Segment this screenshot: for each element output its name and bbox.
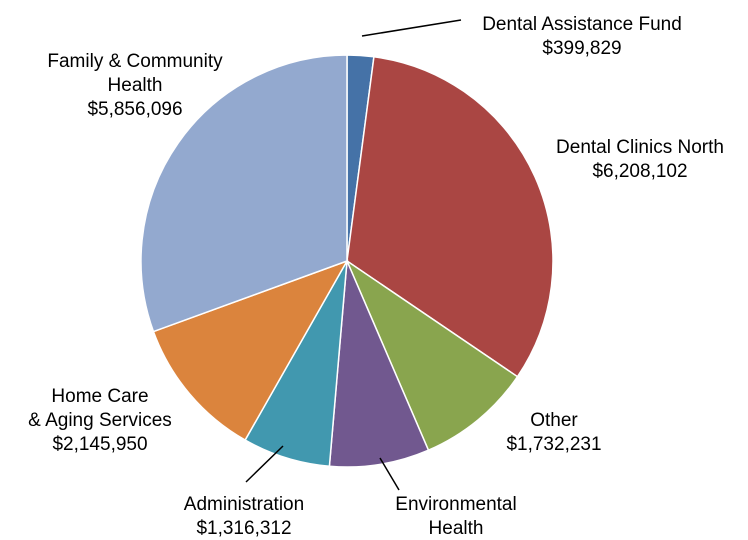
label-line: $1,732,231 bbox=[506, 434, 601, 455]
label-line: $6,208,102 bbox=[592, 161, 687, 182]
slice-other bbox=[345, 258, 519, 452]
label-environmental-health: Environmental Health bbox=[395, 494, 516, 539]
label-line: Other bbox=[530, 410, 578, 431]
label-line: Family & Community bbox=[47, 51, 223, 72]
label-dental-assistance-fund: Dental Assistance Fund $399,829 bbox=[482, 14, 682, 59]
label-line: Dental Assistance Fund bbox=[482, 14, 682, 35]
slice-home-care-and-aging-services bbox=[152, 259, 349, 442]
label-line: $2,145,950 bbox=[52, 434, 147, 455]
label-dental-clinics-north: Dental Clinics North $6,208,102 bbox=[556, 137, 724, 182]
label-home-care-and-aging-services: Home Care & Aging Services $2,145,950 bbox=[28, 386, 172, 455]
label-line: $399,829 bbox=[542, 38, 621, 59]
label-line: Dental Clinics North bbox=[556, 137, 724, 158]
label-line: Health bbox=[108, 75, 163, 96]
leader-line-dental-assistance-fund bbox=[361, 19, 462, 37]
label-family-and-community-health: Family & Community Health $5,856,096 bbox=[47, 51, 223, 120]
label-line: $1,316,312 bbox=[196, 518, 291, 539]
label-line: Home Care bbox=[51, 386, 148, 407]
pie-slices bbox=[140, 54, 554, 468]
label-line: Health bbox=[429, 518, 484, 539]
label-line: Environmental bbox=[395, 494, 516, 515]
slice-environmental-health bbox=[328, 260, 430, 468]
slice-dental-clinics-north bbox=[346, 55, 554, 378]
leader-line-administration bbox=[245, 445, 284, 483]
label-other: Other $1,732,231 bbox=[506, 410, 601, 455]
leader-lines bbox=[245, 19, 462, 491]
leader-line-environmental-health bbox=[379, 457, 400, 491]
slice-family-and-community-health bbox=[140, 54, 348, 333]
label-administration: Administration $1,316,312 bbox=[184, 494, 304, 539]
label-line: Administration bbox=[184, 494, 304, 515]
label-line: $5,856,096 bbox=[87, 99, 182, 120]
slice-labels: Dental Assistance Fund $399,829 Dental Cli… bbox=[28, 14, 724, 539]
label-line: & Aging Services bbox=[28, 410, 172, 431]
